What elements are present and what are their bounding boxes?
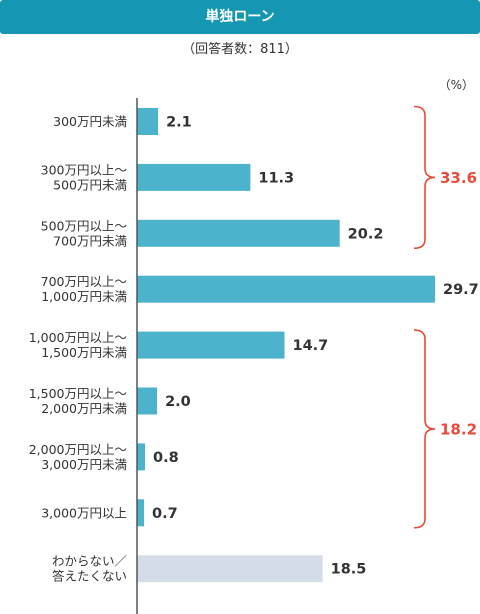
category-label-2-0: 500万円以上～ (41, 218, 127, 233)
group-total-0: 33.6 (440, 169, 477, 187)
group-bracket-1 (413, 329, 436, 529)
category-label-3-0: 700万円以上～ (41, 274, 127, 289)
category-label-0-0: 300万円未満 (53, 114, 127, 129)
category-label-5-0: 1,500万円以上～ (29, 386, 127, 401)
bar-8 (137, 555, 323, 583)
group-total-1: 18.2 (440, 420, 477, 438)
category-label-8-0: わからない／ (52, 554, 128, 569)
category-label-7-0: 3,000万円以上 (41, 505, 127, 520)
category-label-5-1: 2,000万円未満 (41, 401, 127, 416)
value-label-8: 18.5 (331, 562, 367, 578)
value-label-2: 20.2 (348, 226, 384, 242)
category-label-1-1: 500万円未満 (53, 177, 127, 192)
bar-5 (137, 387, 158, 415)
category-label-1-0: 300万円以上～ (41, 162, 127, 177)
value-label-6: 0.8 (153, 450, 179, 466)
category-label-6-1: 3,000万円未満 (41, 457, 127, 472)
value-label-5: 2.0 (165, 394, 191, 410)
bar-6 (137, 443, 146, 471)
category-label-4-1: 1,500万円未満 (41, 345, 127, 360)
bar-3 (137, 275, 435, 303)
category-label-6-0: 2,000万円以上～ (29, 442, 127, 457)
chart-title: 単独ローン (0, 0, 480, 34)
category-label-2-1: 700万円未満 (53, 233, 127, 248)
bar-2 (137, 219, 340, 247)
bar-1 (137, 163, 251, 191)
value-label-3: 29.7 (443, 282, 479, 298)
brackets-layer: 33.6 18.2 (413, 105, 477, 529)
value-label-1: 11.3 (258, 170, 294, 186)
category-label-3-1: 1,000万円未満 (41, 289, 127, 304)
unit-label: （%） (438, 78, 474, 92)
value-label-4: 14.7 (292, 338, 328, 354)
bar-4 (137, 331, 285, 359)
group-bracket-0 (413, 105, 436, 250)
labels-layer: 2.1 300万円未満 11.3 300万円以上～500万円未満 20.2 500万円以上… (29, 114, 479, 584)
bar-0 (137, 108, 159, 135)
category-label-8-1: 答えたくない (52, 569, 127, 584)
value-label-7: 0.7 (152, 506, 178, 522)
bars-layer (137, 108, 435, 583)
value-label-0: 2.1 (166, 115, 192, 131)
bar-7 (137, 499, 145, 527)
respondent-count: （回答者数：811） (182, 42, 298, 57)
category-label-4-0: 1,000万円以上～ (29, 330, 127, 345)
